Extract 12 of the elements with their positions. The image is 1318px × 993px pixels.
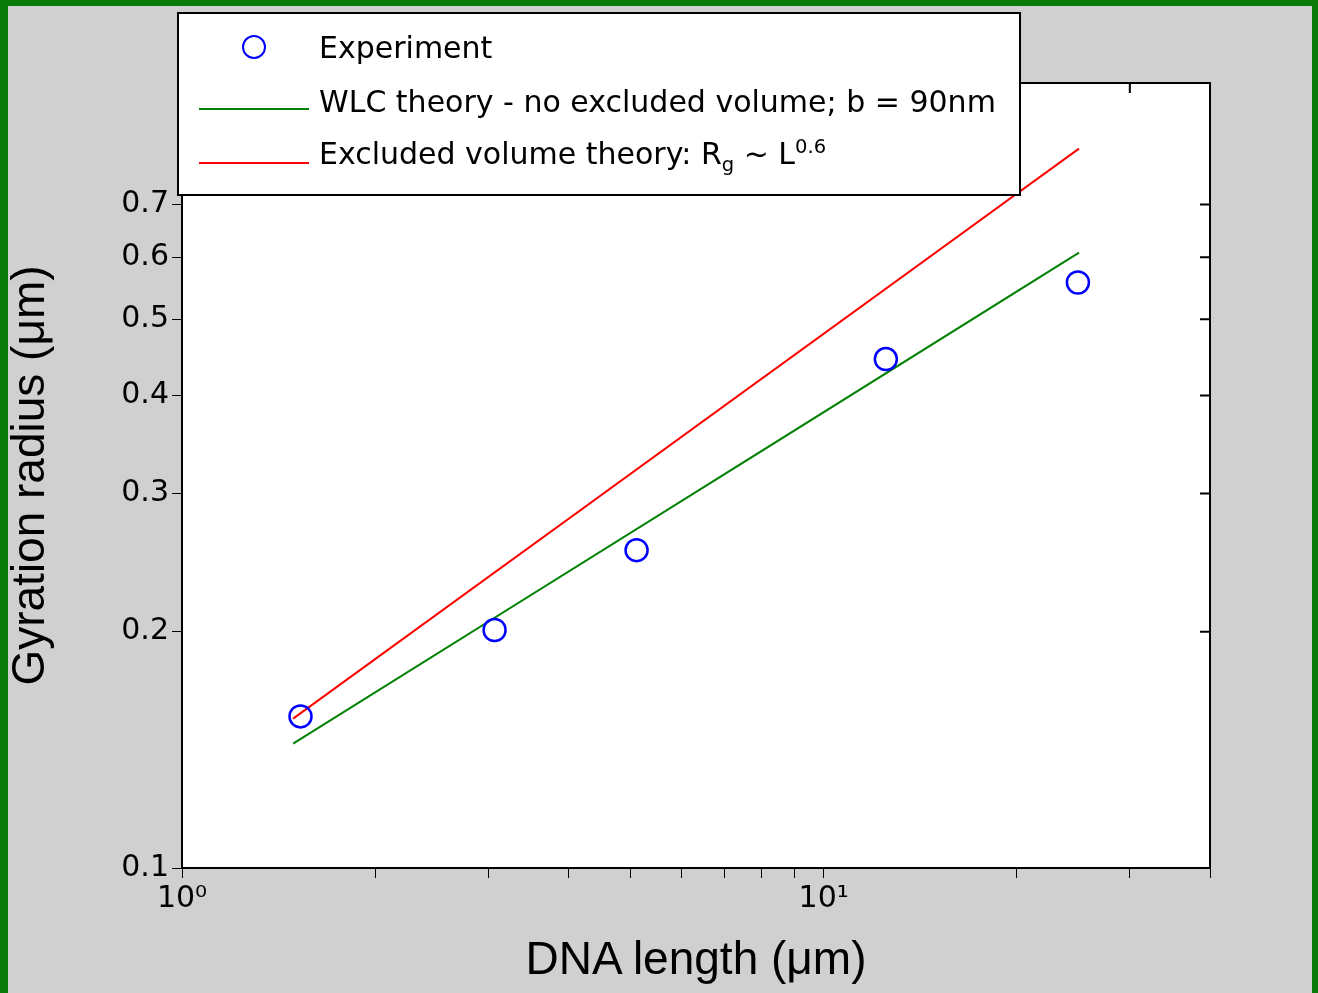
- legend-label: Excluded volume theory: R$_{g}$ ~ L$^{0.6}$: [319, 134, 827, 176]
- x-axis-title: DNA length (μm): [525, 932, 867, 985]
- y-tick-label: 0.3: [121, 473, 169, 509]
- legend-label: Experiment: [319, 29, 493, 65]
- y-tick-label: 0.4: [121, 375, 169, 411]
- y-tick-label: 0.2: [121, 611, 169, 647]
- x-tick-label: 10¹: [798, 878, 849, 914]
- y-tick-label: 0.5: [121, 299, 169, 335]
- y-axis-title: Gyration radius (μm): [2, 265, 55, 686]
- y-tick-label: 0.6: [121, 236, 169, 272]
- y-tick-label: 0.7: [121, 184, 169, 220]
- legend-label: WLC theory - no excluded volume; b = 90nm: [319, 83, 996, 119]
